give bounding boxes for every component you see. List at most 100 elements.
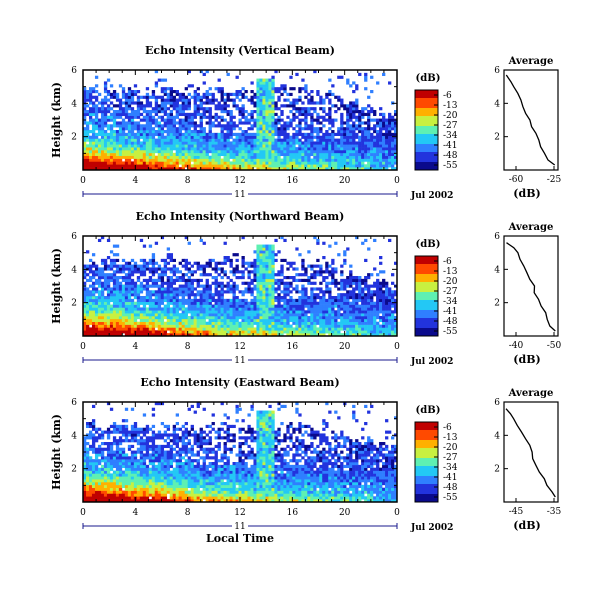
heatmap-cell [247,112,251,117]
heatmap-cell [331,318,335,323]
heatmap-cell [211,330,215,334]
heatmap-cell [83,121,87,125]
heatmap-cell [181,138,185,142]
heatmap-cell [277,150,281,154]
heatmap-cell [157,147,162,151]
heatmap-cell [232,127,236,131]
heatmap-cell [214,276,218,280]
heatmap-cell [358,307,362,311]
heatmap-cell [121,90,126,94]
heatmap-cell [388,130,392,134]
heatmap-cell [142,95,147,99]
heatmap-cell [310,167,314,171]
heatmap-cell [175,121,179,125]
heatmap-cell [343,161,347,165]
heatmap-cell [313,127,317,131]
heatmap-cell [103,132,108,137]
heatmap-cell [142,321,147,325]
heatmap-cell [160,158,165,162]
heatmap-cell [172,90,177,94]
heatmap-cell [346,141,350,145]
heatmap-cell [208,158,212,162]
heatmap-cell [337,333,341,337]
heatmap-cell [271,78,275,82]
heatmap-cell [184,330,188,334]
heatmap-cell [277,115,281,119]
heatmap-cell [169,324,174,328]
heatmap-cell [142,261,147,265]
heatmap-cell [83,270,87,274]
heatmap-cell [136,141,141,145]
heatmap-cell [193,333,197,337]
heatmap-cell [169,307,174,311]
heatmap-cell [325,270,329,274]
heatmap-cell [262,152,266,157]
heatmap-cell [124,267,129,271]
heatmap-cell [112,115,117,119]
heatmap-cell [157,164,162,168]
heatmap-cell [343,307,347,311]
heatmap-cell [268,313,272,317]
heatmap-cell [259,141,263,145]
heatmap-cell [265,130,269,134]
heatmap-cell [169,296,174,300]
heatmap-cell [265,127,269,131]
heatmap-cell [259,144,263,148]
heatmap-cell [286,313,290,317]
heatmap-cell [211,132,215,137]
heatmap-cell [151,293,156,297]
heatmap-cell [385,132,389,137]
heatmap-cell [292,115,296,119]
heatmap-cell [106,144,111,148]
heatmap-cell [83,127,87,131]
heatmap-cell [361,281,365,285]
heatmap-cell [100,98,105,102]
heatmap-cell [331,316,335,320]
heatmap-cell [145,104,150,108]
heatmap-cell [271,107,275,111]
heatmap-cell [178,144,182,148]
heatmap-cell [229,141,233,145]
heatmap-cell [211,318,215,323]
heatmap-cell [313,150,317,154]
heatmap-cell [220,316,224,320]
heatmap-cell [388,290,392,294]
heatmap-cell [118,138,123,142]
heatmap-cell [217,158,221,162]
heatmap-cell [268,132,272,137]
heatmap-cell [151,284,156,288]
heatmap-cell [83,147,87,151]
heatmap-cell [343,281,347,285]
heatmap-cell [238,307,242,311]
heatmap-cell [286,150,290,154]
heatmap-cell [124,301,129,305]
heatmap-cell [241,270,245,274]
heatmap-cell [241,107,245,111]
heatmap-cell [370,333,374,337]
heatmap-cell [370,164,374,168]
heatmap-cell [277,158,281,162]
heatmap-cell [304,144,308,148]
heatmap-cell [205,330,209,334]
heatmap-cell [313,296,317,300]
heatmap-cell [370,293,374,297]
heatmap-cell [208,147,212,151]
heatmap-cell [280,150,284,154]
heatmap-cell [280,270,284,274]
heatmap-cell [199,310,203,314]
heatmap-cell [187,118,191,122]
heatmap-cell [322,276,326,280]
heatmap-cell [238,90,242,94]
heatmap-cell [199,158,203,162]
heatmap-cell [301,267,305,271]
heatmap-cell [238,276,242,280]
heatmap-cell [205,313,209,317]
heatmap-cell [250,261,254,265]
heatmap-cell [295,147,299,151]
heatmap-cell [244,327,248,331]
heatmap-cell [298,278,302,283]
heatmap-cell [256,135,260,139]
heatmap-cell [364,152,368,157]
heatmap-cell [232,132,236,137]
heatmap-cell [178,330,182,334]
